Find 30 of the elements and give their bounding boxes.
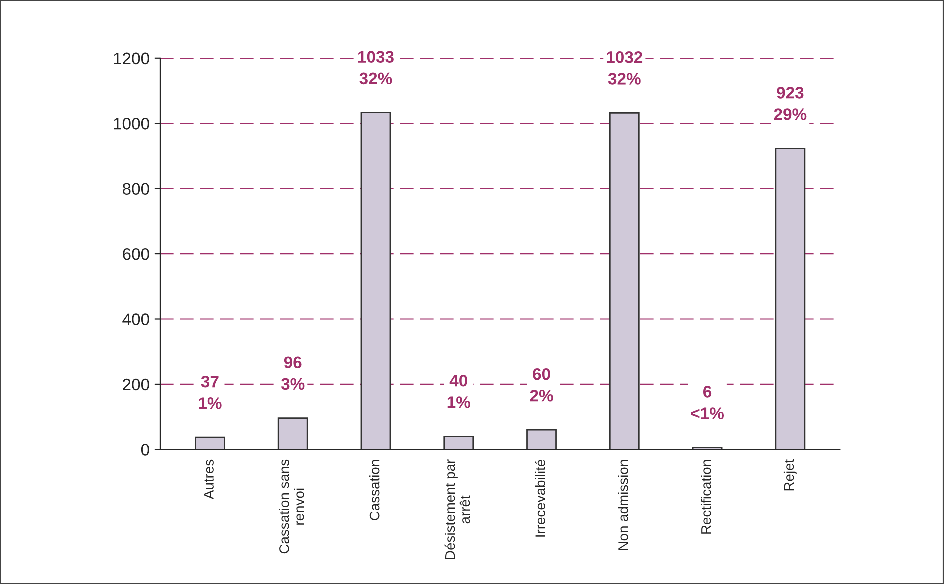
x-tick-label: Autres <box>204 460 214 500</box>
bar <box>444 436 474 450</box>
x-tick-label: Non admission <box>618 460 628 550</box>
x-tick-label: Désistement par arrêt <box>444 460 470 560</box>
data-label: 6 <1% <box>691 386 724 420</box>
bar <box>775 148 806 450</box>
y-tick-label: 1000 <box>114 118 150 130</box>
y-tick-label: 1200 <box>114 52 150 65</box>
data-label: 37 1% <box>199 376 222 410</box>
bar <box>609 112 640 450</box>
data-label: 1033 32% <box>358 51 394 85</box>
bar <box>195 436 226 450</box>
x-tick-label: Rejet <box>784 460 797 491</box>
bar <box>526 429 557 450</box>
bar <box>360 112 392 450</box>
x-tick-label: Irrecevabilité <box>535 460 546 537</box>
x-tick-label: Cassation <box>370 460 380 520</box>
data-label: 40 1% <box>448 374 470 408</box>
data-label: 1032 32% <box>607 52 643 85</box>
x-tick-label: Rectification <box>701 460 712 534</box>
data-label: 60 2% <box>530 368 554 402</box>
y-tick-label: 0 <box>141 444 150 456</box>
y-tick-label: 400 <box>122 314 150 326</box>
y-tick-label: 600 <box>123 248 150 260</box>
y-tick-label: 800 <box>122 183 150 196</box>
data-label: 96 3% <box>281 356 305 390</box>
y-tick-label: 200 <box>123 378 150 391</box>
data-label: 923 29% <box>774 87 807 120</box>
bar <box>278 418 308 450</box>
x-tick-label: Cassation sans renvoi <box>279 460 304 554</box>
